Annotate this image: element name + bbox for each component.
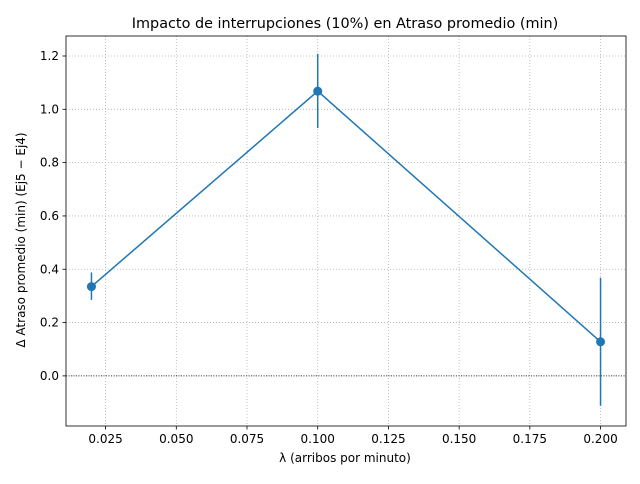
data-point bbox=[86, 282, 96, 292]
y-tick-label: 1.0 bbox=[40, 102, 59, 116]
series-group bbox=[86, 53, 606, 406]
x-axis: 0.025 0.050 0.075 0.100 0.125 0.150 0.175 0.200 bbox=[88, 426, 618, 446]
y-axis-label: Δ Atraso promedio (min) (Ej5 − Ej4) bbox=[14, 132, 28, 347]
x-tick-label: 0.050 bbox=[159, 432, 193, 446]
x-tick-label: 0.200 bbox=[583, 432, 617, 446]
plot-area-frame bbox=[65, 35, 627, 427]
x-tick-label: 0.100 bbox=[301, 432, 335, 446]
x-tick-label: 0.150 bbox=[442, 432, 476, 446]
data-point bbox=[596, 337, 606, 347]
x-tick-label: 0.175 bbox=[513, 432, 547, 446]
x-tick-label: 0.075 bbox=[230, 432, 264, 446]
y-tick-label: 0.4 bbox=[40, 262, 59, 276]
y-tick-label: 0.0 bbox=[40, 369, 59, 383]
x-tick-label: 0.125 bbox=[371, 432, 405, 446]
chart-title: Impacto de interrupciones (10%) en Atras… bbox=[132, 16, 558, 32]
x-axis-label: λ (arribos por minuto) bbox=[279, 451, 411, 465]
x-tick-label: 0.025 bbox=[88, 432, 122, 446]
y-tick-label: 0.8 bbox=[40, 156, 59, 170]
y-axis: 0.0 0.2 0.4 0.6 0.8 1.0 1.2 bbox=[40, 49, 66, 383]
y-tick-label: 0.6 bbox=[40, 209, 59, 223]
data-point bbox=[313, 86, 323, 96]
y-tick-label: 0.2 bbox=[40, 316, 59, 330]
y-tick-label: 1.2 bbox=[40, 49, 59, 63]
